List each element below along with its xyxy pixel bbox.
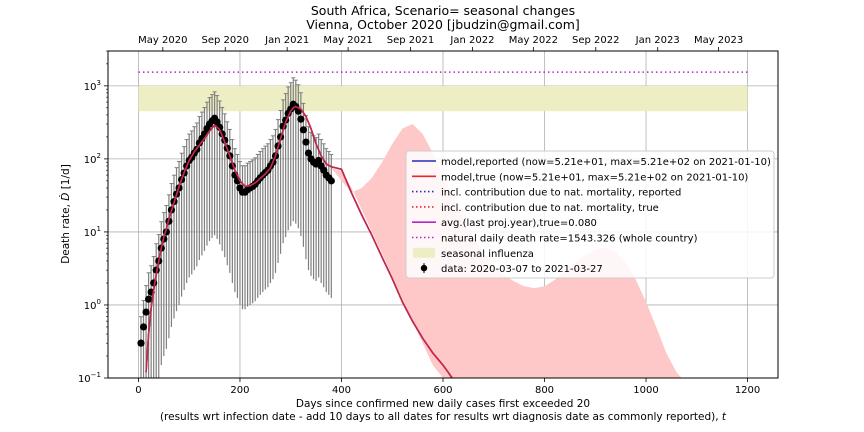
x-tick-label: 400 [332, 385, 351, 396]
top-tick-label: Sep 2020 [202, 35, 249, 46]
y-tick-label: 103 [84, 79, 101, 93]
data-point [302, 138, 310, 146]
chart-subtitle: Vienna, October 2020 [jbudzin@gmail.com] [306, 17, 580, 32]
data-point [299, 126, 308, 134]
legend-label: incl. contribution due to nat. mortality… [441, 203, 659, 214]
data-point [315, 156, 323, 165]
y-axis-unit: [1/d] [60, 164, 72, 192]
x-tick-label: 1000 [633, 385, 658, 396]
legend-label: avg.(last proj.year),true=0.080 [441, 218, 597, 229]
top-tick-label: Sep 2022 [572, 35, 619, 46]
x-axis-label: Days since confirmed new daily cases fir… [296, 398, 590, 410]
y-tick-label: 10−1 [78, 371, 101, 385]
x-tick-label: 600 [433, 385, 452, 396]
x-tick-label: 800 [535, 385, 554, 396]
projection-band [311, 124, 682, 378]
top-tick-label: May 2021 [323, 35, 372, 46]
legend-label: seasonal influenza [441, 249, 534, 260]
data-point [142, 308, 150, 316]
legend-label: natural daily death rate=1543.326 (whole… [441, 234, 698, 245]
x-axis: 0 200 400 600 800 1000 1200 [135, 378, 760, 396]
x-axis-variable: t [722, 411, 727, 423]
y-axis: 10−1 100 101 102 103 [78, 50, 108, 385]
x-axis-sublabel-text: (results wrt infection date - add 10 day… [160, 411, 722, 423]
seasonal-influenza-band [138, 85, 748, 112]
top-tick-label: May 2020 [138, 35, 187, 46]
y-axis-label: Death rate, Ḋ [1/d] [59, 164, 72, 264]
data-point [213, 118, 221, 126]
y-tick-label: 100 [84, 298, 101, 312]
top-date-axis: May 2020 Sep 2020 Jan 2021 May 2021 Sep 2021… [138, 35, 743, 51]
data-point [327, 177, 335, 185]
y-tick-label: 101 [84, 225, 101, 239]
x-tick-label: 0 [135, 385, 141, 396]
x-tick-label: 200 [230, 385, 249, 396]
data-point [137, 339, 145, 347]
model-true-line [145, 105, 453, 379]
legend-box [405, 150, 775, 279]
y-axis-label-text: Death rate, [60, 201, 72, 264]
legend: model,reported (now=5.21e+01, max=5.21e+… [405, 150, 775, 279]
legend-swatch-patch [413, 247, 435, 258]
top-tick-label: Sep 2021 [387, 35, 434, 46]
legend-label: data: 2020-03-07 to 2021-03-27 [441, 264, 603, 275]
top-tick-label: Jan 2022 [449, 35, 494, 46]
data-point [297, 115, 305, 123]
top-tick-label: Jan 2023 [635, 35, 680, 46]
legend-label: model,reported (now=5.21e+01, max=5.21e+… [441, 157, 771, 168]
chart-title: South Africa, Scenario= seasonal changes [311, 3, 575, 18]
legend-label: model,true (now=5.21e+01, max=5.21e+02 o… [441, 172, 748, 183]
top-tick-label: Jan 2021 [264, 35, 309, 46]
legend-label: incl. contribution due to nat. mortality… [441, 188, 681, 199]
data-point [304, 149, 313, 157]
data-point [139, 323, 148, 331]
top-tick-label: May 2022 [509, 35, 558, 46]
y-axis-variable: Ḋ [59, 193, 72, 201]
y-tick-label: 102 [84, 152, 101, 166]
data-point [145, 295, 153, 303]
legend-swatch-point [420, 264, 428, 272]
x-axis-sublabel: (results wrt infection date - add 10 day… [160, 411, 727, 423]
top-tick-label: May 2023 [694, 35, 743, 46]
x-tick-label: 1200 [735, 385, 760, 396]
